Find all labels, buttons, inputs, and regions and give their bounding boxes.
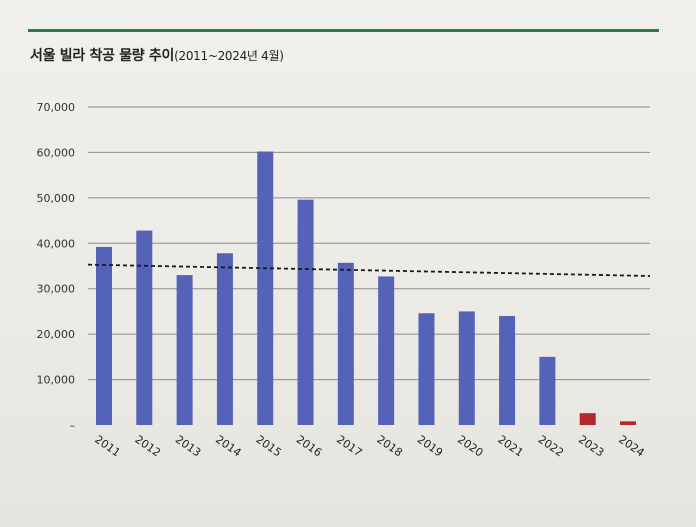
chart-title-period: (2011~2024년 4월): [174, 49, 284, 63]
bar-2013: [176, 275, 193, 425]
x-tick-label: 2021: [495, 433, 525, 460]
gridlines: [88, 106, 650, 381]
chart-title: 서울 빌라 착공 물량 추이(2011~2024년 4월): [30, 45, 284, 65]
bar-2014: [216, 253, 233, 425]
bar-2021: [499, 315, 516, 425]
bar-2017: [337, 262, 354, 425]
y-tick-label: 20,000: [37, 328, 76, 341]
y-tick-label: 40,000: [37, 237, 76, 250]
y-axis-ticks: – 10,000 20,000 30,000 40,000 50,000 60,000 70,…: [37, 101, 76, 432]
bar-2018: [378, 276, 395, 425]
y-tick-label: 50,000: [37, 192, 76, 205]
y-tick-label: 30,000: [37, 283, 76, 296]
x-tick-label: 2019: [415, 433, 445, 460]
x-tick-label: 2016: [294, 433, 324, 460]
bar-2020: [458, 311, 475, 425]
x-tick-label: 2014: [213, 433, 243, 460]
x-tick-label: 2011: [92, 433, 122, 460]
x-axis-ticks: 2011 2012 2013 2014 2015 2016 2017 2018 2019 2020…: [92, 433, 646, 460]
x-tick-label: 2013: [173, 433, 203, 460]
x-tick-label: 2023: [576, 433, 606, 460]
chart-title-main: 서울 빌라 착공 물량 추이: [30, 48, 175, 64]
bar-2012: [136, 230, 153, 425]
average-dashed-line: [87, 263, 651, 277]
y-tick-label: –: [70, 419, 76, 432]
y-tick-label: 60,000: [37, 146, 76, 159]
bar-2022: [539, 356, 556, 425]
bars: [96, 151, 636, 425]
x-tick-label: 2022: [536, 433, 566, 460]
y-tick-label: 70,000: [37, 101, 76, 114]
bar-2015: [257, 151, 274, 425]
bar-2016: [297, 199, 314, 425]
bar-2023: [579, 413, 596, 425]
x-tick-label: 2012: [133, 433, 163, 460]
x-tick-label: 2018: [374, 433, 404, 460]
y-tick-label: 10,000: [37, 374, 76, 387]
bar-2024: [620, 421, 636, 425]
bar-2019: [418, 313, 435, 425]
x-tick-label: 2024: [616, 433, 646, 460]
x-tick-label: 2015: [254, 433, 284, 460]
x-tick-label: 2020: [455, 433, 485, 460]
average-line-layer: [87, 263, 651, 277]
bar-2011: [96, 246, 112, 425]
header-rule: [28, 29, 659, 32]
x-tick-label: 2017: [334, 433, 364, 460]
